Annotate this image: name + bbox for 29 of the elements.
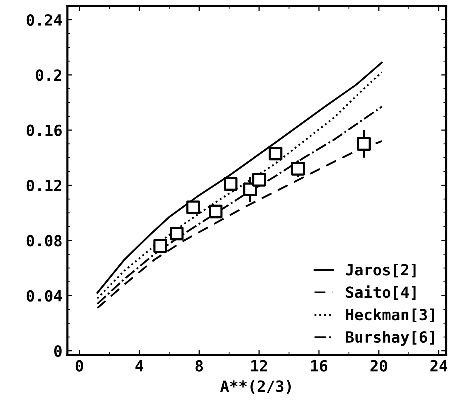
point bbox=[224, 177, 238, 191]
x-tick-label: 24 bbox=[430, 360, 448, 372]
point bbox=[268, 146, 283, 161]
y-tick-label: 0.16 bbox=[26, 124, 62, 136]
legend-label: Jaros[2] bbox=[346, 264, 416, 278]
point bbox=[291, 162, 306, 176]
y-tick-label: 0.08 bbox=[26, 235, 62, 247]
x-tick-label: 4 bbox=[136, 360, 144, 372]
point bbox=[170, 226, 184, 241]
point bbox=[357, 137, 371, 151]
point bbox=[154, 239, 168, 254]
x-tick-label: 12 bbox=[252, 360, 268, 372]
x-tick-label: 20 bbox=[370, 360, 388, 372]
y-tick-label: 0.2 bbox=[36, 70, 62, 82]
point bbox=[186, 200, 200, 214]
x-tick-label: 8 bbox=[196, 360, 204, 372]
y-tick-label: 0 bbox=[54, 346, 62, 358]
point bbox=[252, 173, 266, 187]
y-tick-label: 0.24 bbox=[26, 14, 62, 26]
x-tick-label: 0 bbox=[76, 360, 84, 372]
point bbox=[209, 204, 223, 219]
point bbox=[243, 182, 258, 197]
legend-label: Burshay[6] bbox=[346, 331, 434, 346]
legend-label: Saito[4] bbox=[346, 286, 416, 300]
legend-label: Heckman[3] bbox=[346, 308, 434, 322]
y-tick-label: 0.04 bbox=[26, 290, 62, 302]
x-tick-label: 16 bbox=[311, 360, 328, 372]
x-axis-title: A**(2/3) bbox=[220, 380, 292, 394]
y-tick-label: 0.12 bbox=[26, 180, 62, 192]
